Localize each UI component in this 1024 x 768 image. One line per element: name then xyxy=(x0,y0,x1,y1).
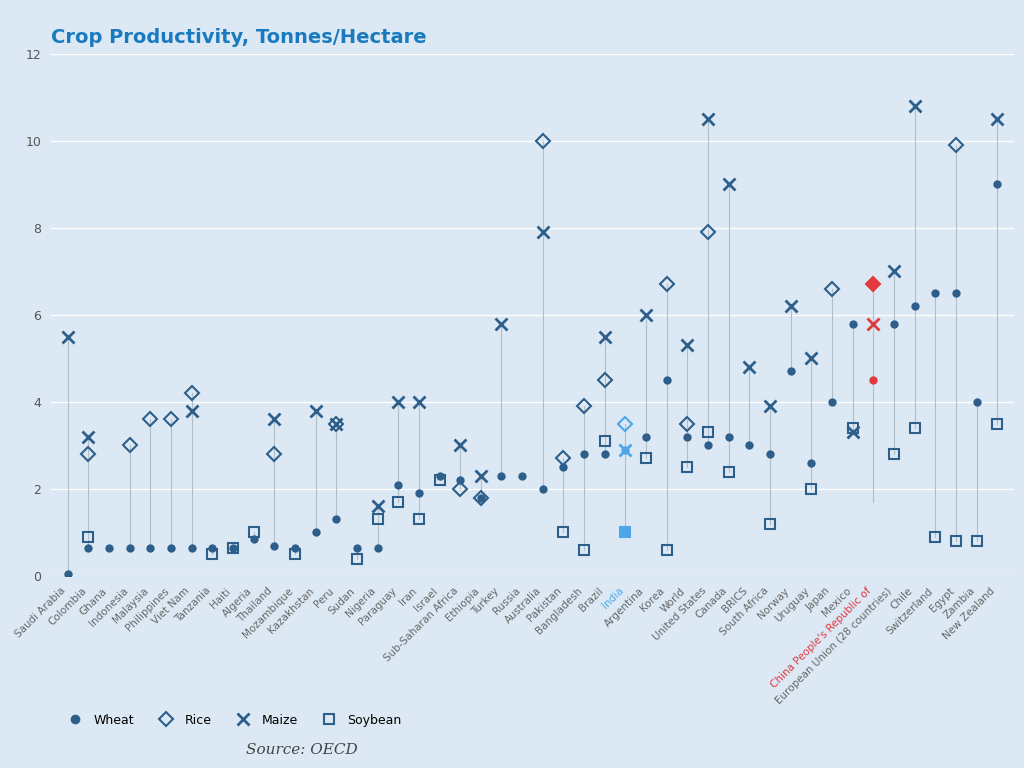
Text: Crop Productivity, Tonnes/Hectare: Crop Productivity, Tonnes/Hectare xyxy=(51,28,427,47)
Legend: Wheat, Rice, Maize, Soybean: Wheat, Rice, Maize, Soybean xyxy=(57,709,407,732)
Text: Source: OECD: Source: OECD xyxy=(246,743,357,757)
